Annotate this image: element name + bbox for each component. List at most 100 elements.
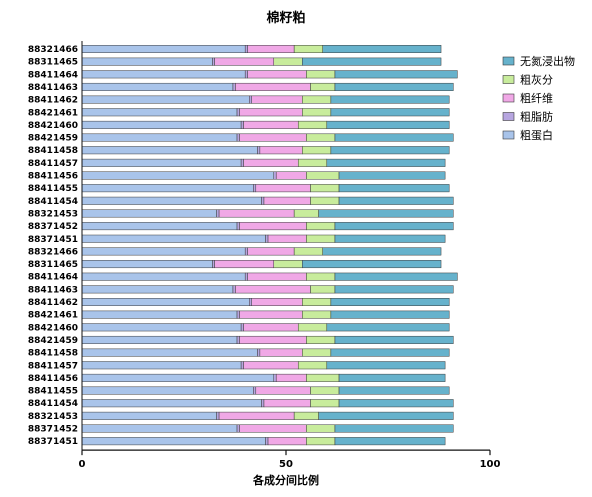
bar-segment	[326, 158, 446, 167]
bar-segment	[247, 272, 307, 281]
y-tick-label: 88411457	[28, 361, 78, 371]
bar-segment	[216, 209, 220, 218]
bar-segment	[326, 323, 450, 332]
y-tick-label: 88411463	[28, 285, 78, 295]
bar-segment	[81, 196, 262, 205]
bar-segment	[249, 298, 252, 306]
bar-segment	[257, 348, 261, 357]
bar-segment	[81, 260, 213, 269]
bar-segment	[334, 82, 454, 91]
bar-segment	[247, 247, 295, 256]
x-axis: 0 50 100	[79, 41, 501, 470]
bar-segment	[306, 234, 336, 243]
y-tick-label: 88311465	[28, 58, 78, 68]
bar-segment	[334, 335, 454, 344]
bar-segment	[310, 184, 340, 193]
y-tick-label: 88321466	[28, 247, 78, 257]
bar-segment	[251, 95, 303, 104]
bar-segment	[232, 82, 236, 91]
bar-segment	[267, 234, 307, 243]
bar-segment	[334, 437, 446, 446]
bar-segment	[334, 424, 454, 433]
bar-segment	[247, 45, 295, 53]
bar-segment	[306, 222, 336, 231]
legend-label: 无氮浸出物	[520, 54, 575, 68]
bar-segment	[330, 146, 450, 155]
bar-segment	[330, 95, 450, 104]
bar-segment	[306, 272, 336, 281]
bar-segment	[297, 120, 328, 129]
bar-segment	[338, 399, 454, 408]
bar-segment	[81, 285, 234, 294]
bar-segment	[212, 260, 215, 269]
bar-segment	[214, 57, 275, 66]
y-tick-label: 88311465	[28, 260, 78, 270]
legend-label: 粗脂肪	[520, 110, 553, 124]
x-tick-label: 0	[79, 459, 86, 470]
bar-segment	[253, 386, 257, 395]
bar-segment	[81, 171, 275, 180]
y-tick-label: 88411464	[28, 70, 78, 80]
bar-segment	[257, 146, 261, 155]
bar-segment	[239, 310, 303, 319]
legend-swatch	[502, 130, 515, 140]
bar-segment	[334, 285, 454, 294]
bar-segment	[81, 95, 250, 104]
y-tick-label: 88371451	[28, 437, 78, 447]
bar-segment	[243, 361, 299, 370]
bar-segment	[261, 196, 265, 205]
bar-segment	[275, 373, 307, 382]
bar-segment	[81, 323, 242, 332]
x-axis-label: 各成分间比例	[252, 473, 319, 487]
y-tick-label: 88371451	[28, 235, 78, 245]
bar-segment	[236, 108, 240, 117]
bar-segment	[265, 437, 269, 446]
bar-segment	[259, 348, 303, 357]
bar-segment	[330, 298, 450, 306]
legend-swatch	[502, 93, 515, 103]
bar-segment	[318, 209, 454, 218]
bar-segment	[326, 361, 446, 370]
bar-segment	[81, 247, 246, 256]
bar-segment	[235, 285, 311, 294]
bar-segment	[334, 133, 454, 142]
bar-segment	[255, 386, 311, 395]
bar-segment	[247, 70, 307, 79]
bar-segment	[302, 146, 332, 155]
bar-segment	[81, 108, 238, 117]
bar-segment	[302, 310, 332, 319]
bar-segment	[273, 171, 277, 180]
y-axis-labels: 88321466 88311465 88411464 88411463 88411462…	[28, 45, 78, 447]
bar-segment	[81, 209, 217, 218]
bar-segment	[293, 247, 323, 256]
y-tick-label: 88411454	[28, 399, 78, 409]
bar-segment	[81, 310, 238, 319]
bar-segment	[81, 411, 217, 420]
bar-segment	[302, 57, 442, 66]
bar-segment	[249, 95, 252, 104]
bar-segment	[334, 222, 454, 231]
bar-segment	[81, 146, 258, 155]
y-tick-label: 88321466	[28, 45, 78, 55]
plot-area	[81, 45, 458, 446]
bar-segment	[243, 158, 299, 167]
bar-segment	[265, 234, 269, 243]
bar-segment	[240, 120, 244, 129]
bar-segment	[232, 285, 236, 294]
bar-segment	[293, 209, 319, 218]
bar-segment	[240, 323, 244, 332]
bar-segment	[240, 361, 244, 370]
bar-segment	[253, 184, 257, 193]
bar-segment	[214, 260, 275, 269]
bar-segment	[275, 171, 307, 180]
bar-segment	[293, 411, 319, 420]
y-tick-label: 88411462	[28, 96, 78, 106]
bar-segment	[306, 70, 336, 79]
bar-segment	[81, 272, 246, 281]
bar-segment	[322, 45, 442, 53]
bar-segment	[81, 386, 254, 395]
bar-segment	[81, 348, 258, 357]
x-tick-label: 100	[480, 459, 501, 470]
bar-segment	[302, 348, 332, 357]
